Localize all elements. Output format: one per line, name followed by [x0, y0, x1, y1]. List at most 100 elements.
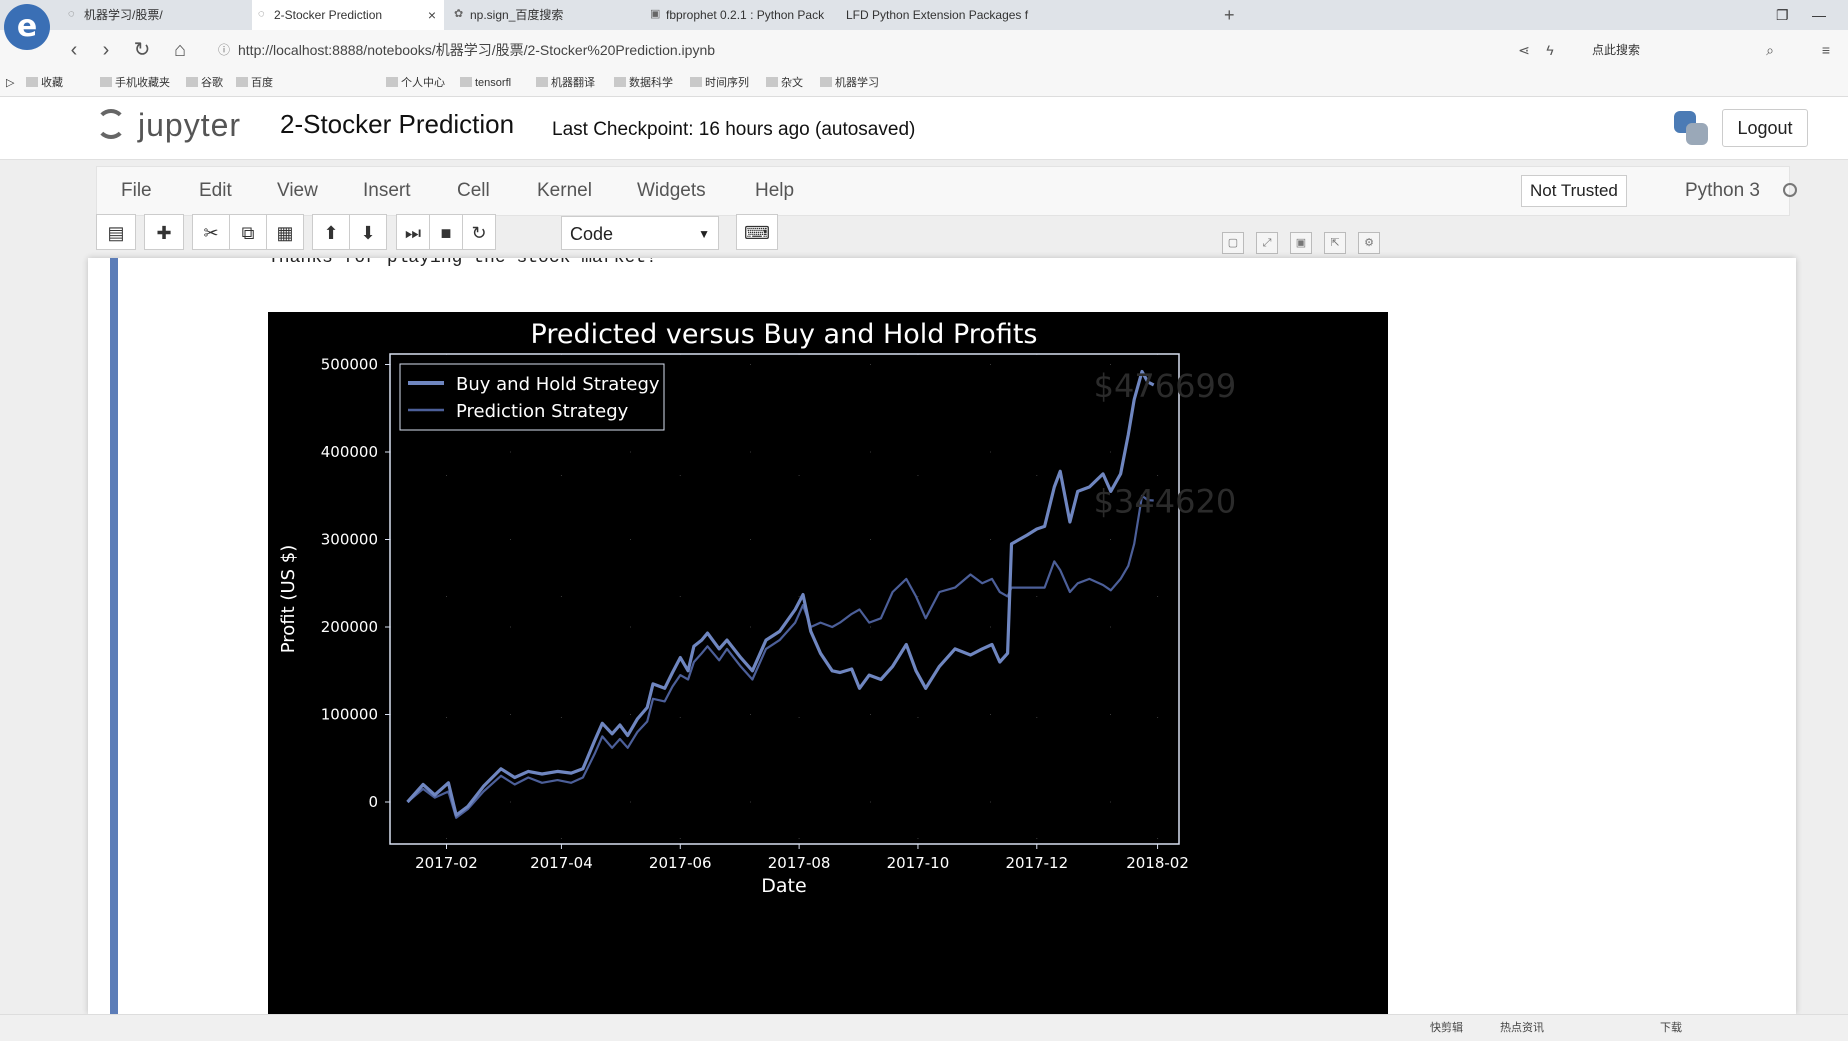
bookmark-item[interactable]: 数据科学: [614, 70, 673, 96]
menu-file[interactable]: File: [121, 180, 152, 201]
save-icon[interactable]: ▤: [96, 214, 136, 250]
bookmark-item[interactable]: 百度: [236, 70, 273, 96]
menu-icon[interactable]: ≡: [1821, 42, 1831, 58]
chart-title: Predicted versus Buy and Hold Profits: [531, 319, 1038, 350]
bookmarks-bar: ▷ 收藏 手机收藏夹 谷歌 百度 个人中心 tensorfl 机器翻译 数据科学…: [0, 70, 1848, 97]
tab-np-sign-search[interactable]: ✿ np.sign_百度搜索: [448, 0, 638, 30]
status-item[interactable]: 快剪辑: [1430, 1022, 1463, 1034]
notebook-title[interactable]: 2-Stocker Prediction: [280, 109, 515, 139]
copy-icon[interactable]: ⧉: [229, 214, 267, 250]
bookmark-item[interactable]: 杂文: [766, 70, 803, 96]
series-layer: [406, 369, 1155, 819]
chart-legend: Buy and Hold Strategy Prediction Strateg…: [399, 363, 665, 431]
y-tick-label: 300000: [321, 531, 378, 549]
bookmark-item[interactable]: 手机收藏夹: [100, 70, 170, 96]
forward-icon[interactable]: ›: [102, 39, 110, 61]
close-tab-icon[interactable]: ×: [427, 7, 436, 23]
y-axis-ticks: 0 100000 200000 300000 400000 500000: [321, 356, 390, 811]
run-icon[interactable]: ⏭: [396, 214, 430, 250]
menu-insert[interactable]: Insert: [363, 180, 411, 201]
insert-cell-icon[interactable]: ✚: [144, 214, 184, 250]
bookmarks-toggle-icon[interactable]: ▷: [6, 77, 15, 89]
x-tick-label: 2017-02: [415, 854, 478, 872]
menu-widgets[interactable]: Widgets: [637, 180, 706, 201]
search-box[interactable]: 点此搜索: [1592, 38, 1692, 62]
kernel-idle-icon: [1783, 183, 1797, 197]
tab-fbprophet[interactable]: ▣ fbprophet 0.2.1 : Python Pack: [644, 0, 834, 30]
reload-icon[interactable]: ↻: [133, 39, 151, 61]
tab-python-extension-packages[interactable]: LFD Python Extension Packages f: [840, 0, 1036, 30]
not-trusted-badge[interactable]: Not Trusted: [1521, 175, 1627, 207]
notebook-toolbar: ▤ ✚ ✂ ⧉ ▦ ⬆ ⬇ ⏭ ■ ↻ Code ▼ ⌨ ▢ ⤢ ▣ ⇱ ⚙: [96, 214, 1790, 260]
cell-type-select[interactable]: Code ▼: [561, 216, 719, 250]
annotation-layer: $476699 $344620: [1094, 367, 1237, 521]
restart-icon[interactable]: ↻: [462, 214, 496, 250]
move-down-icon[interactable]: ⬇: [349, 214, 387, 250]
cut-icon[interactable]: ✂: [192, 214, 230, 250]
tab-stocker-prediction[interactable]: ◌ 2-Stocker Prediction ×: [252, 0, 444, 30]
restore-icon[interactable]: ❐: [1776, 7, 1789, 23]
menu-kernel[interactable]: Kernel: [537, 180, 592, 201]
bookmark-item[interactable]: 时间序列: [690, 70, 749, 96]
tab-label: np.sign_百度搜索: [470, 8, 564, 22]
back-icon[interactable]: ‹: [70, 39, 78, 61]
status-item[interactable]: 热点资讯: [1500, 1022, 1544, 1034]
status-item[interactable]: 下载: [1660, 1022, 1682, 1034]
bookmark-item[interactable]: 收藏: [26, 70, 63, 96]
series-prediction-line: [406, 494, 1154, 819]
keyboard-icon[interactable]: ⌨: [736, 214, 778, 250]
x-axis-label: Date: [761, 875, 806, 897]
site-info-icon: ⓘ: [218, 43, 231, 57]
stop-icon[interactable]: ■: [429, 214, 463, 250]
annotation-buy-hold-final: $476699: [1094, 367, 1237, 405]
paste-icon[interactable]: ▦: [266, 214, 304, 250]
plot-frame: [389, 353, 1180, 845]
jupyter-logo-text: jupyter: [138, 107, 242, 143]
logout-button[interactable]: Logout: [1722, 109, 1808, 147]
legend-label-buy-hold: Buy and Hold Strategy: [456, 374, 660, 395]
x-tick-label: 2017-06: [649, 854, 712, 872]
legend-label-prediction: Prediction Strategy: [456, 401, 629, 422]
menu-bar: File Edit View Insert Cell Kernel Widget…: [96, 166, 1797, 216]
tab-label: 2-Stocker Prediction: [274, 8, 383, 22]
menu-help[interactable]: Help: [755, 180, 795, 201]
notebook-container: Thanks for playing the stock market! Pre…: [88, 258, 1796, 1014]
bookmark-item[interactable]: 个人中心: [386, 70, 445, 96]
export-icon[interactable]: ⇱: [1324, 232, 1346, 254]
home-icon[interactable]: ⌂: [173, 39, 187, 61]
annotation-prediction-final: $344620: [1094, 482, 1237, 520]
series-buy-and-hold-line: [406, 369, 1155, 817]
browser-tab-bar: e ◌ 机器学习/股票/ ◌ 2-Stocker Prediction × ✿ …: [0, 0, 1848, 50]
bookmark-item[interactable]: tensorfl: [460, 70, 511, 96]
settings-icon[interactable]: ⚙: [1358, 232, 1380, 254]
y-axis-label: Profit (US $): [278, 545, 299, 654]
search-icon[interactable]: ⌕: [1766, 42, 1774, 58]
y-tick-label: 100000: [321, 706, 378, 724]
menu-view[interactable]: View: [277, 180, 318, 201]
menu-edit[interactable]: Edit: [199, 180, 232, 201]
bookmark-item[interactable]: 谷歌: [186, 70, 223, 96]
x-tick-label: 2017-12: [1005, 854, 1068, 872]
url-field[interactable]: ⓘ http://localhost:8888/notebooks/机器学习/股…: [216, 36, 1406, 64]
fullscreen-icon[interactable]: ⤢: [1256, 232, 1278, 254]
layout-icon[interactable]: ▣: [1290, 232, 1312, 254]
chart-output: Predicted versus Buy and Hold Profits 0 1…: [268, 312, 1388, 1014]
bookmark-item[interactable]: 机器翻译: [536, 70, 595, 96]
kernel-name: Python 3: [1685, 180, 1760, 201]
address-bar: ‹ › ↻ ⌂ ⓘ http://localhost:8888/notebook…: [0, 30, 1848, 70]
bookmark-item[interactable]: 机器学习: [820, 70, 879, 96]
profit-chart: Predicted versus Buy and Hold Profits 0 1…: [278, 319, 1237, 897]
y-tick-label: 500000: [321, 356, 378, 374]
lightning-icon[interactable]: ϟ: [1546, 42, 1554, 58]
share-icon[interactable]: ⋖: [1518, 42, 1530, 58]
chevron-down-icon: ▼: [698, 227, 710, 241]
tab-label: 机器学习/股票/: [84, 8, 163, 22]
extension-icon[interactable]: ▢: [1222, 232, 1244, 254]
tab-machine-learning[interactable]: ◌ 机器学习/股票/: [62, 0, 252, 30]
python-logo-icon: [1672, 109, 1712, 149]
new-tab-button[interactable]: +: [1224, 5, 1235, 25]
minimize-icon[interactable]: —: [1812, 7, 1826, 23]
jupyter-logo-icon: [96, 109, 126, 139]
move-up-icon[interactable]: ⬆: [312, 214, 350, 250]
menu-cell[interactable]: Cell: [457, 180, 490, 201]
